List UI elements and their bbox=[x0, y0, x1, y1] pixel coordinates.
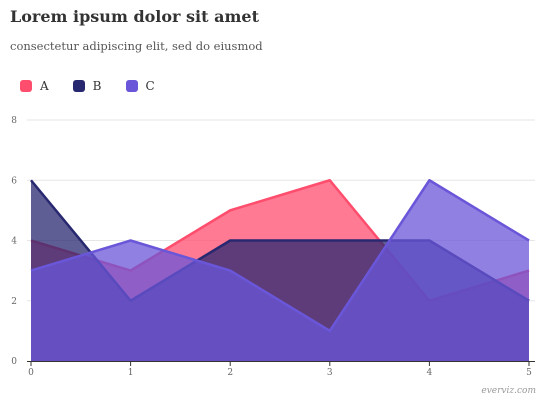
credit-link[interactable]: everviz.com bbox=[481, 386, 536, 396]
legend-label-c: C bbox=[145, 79, 155, 93]
legend-swatch-a bbox=[20, 80, 32, 92]
x-tick-label: 4 bbox=[427, 368, 433, 378]
x-tick-label: 0 bbox=[28, 368, 34, 378]
legend-item-a[interactable]: A bbox=[20, 79, 49, 93]
x-tick-label: 1 bbox=[128, 368, 134, 378]
x-tick-label: 2 bbox=[227, 368, 233, 378]
y-tick-label: 2 bbox=[11, 297, 17, 307]
y-tick-label: 6 bbox=[11, 176, 17, 186]
legend-swatch-b bbox=[72, 80, 85, 92]
series-areas bbox=[30, 179, 530, 361]
legend-swatch-c bbox=[125, 80, 138, 92]
legend: A B C bbox=[20, 78, 179, 94]
series-area-c bbox=[31, 180, 529, 361]
axes: 0 2 4 6 8 0 1 2 3 4 5 bbox=[11, 116, 535, 378]
y-tick-label: 0 bbox=[11, 357, 17, 367]
y-tick-label: 8 bbox=[11, 116, 17, 126]
legend-item-b[interactable]: B bbox=[72, 79, 102, 93]
legend-label-b: B bbox=[92, 79, 102, 93]
series-line-c bbox=[30, 179, 530, 333]
chart-title: Lorem ipsum dolor sit amet bbox=[10, 7, 259, 26]
legend-item-c[interactable]: C bbox=[125, 79, 155, 93]
x-tick-label: 3 bbox=[327, 368, 333, 378]
legend-label-a: A bbox=[40, 79, 49, 93]
x-tick-label: 5 bbox=[526, 368, 532, 378]
y-tick-label: 4 bbox=[11, 237, 17, 247]
chart-subtitle: consectetur adipiscing elit, sed do eius… bbox=[10, 39, 263, 53]
